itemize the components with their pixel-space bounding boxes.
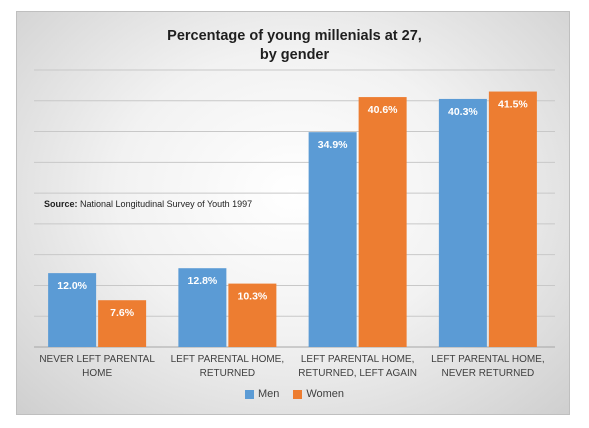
bar-women-0 (98, 300, 147, 347)
chart-title-line-1: Percentage of young millenials at 27, (167, 28, 422, 44)
category-label-0-line-0: NEVER LEFT PARENTAL (39, 354, 155, 365)
category-label-2-line-0: LEFT PARENTAL HOME, (301, 354, 415, 365)
source-label: Source: (44, 199, 78, 209)
category-label-0-line-1: HOME (82, 368, 112, 379)
bar-men-0 (48, 273, 97, 347)
data-label-men-3: 40.3% (448, 106, 478, 118)
legend-item-men: Men (244, 388, 280, 400)
bar-men-2 (308, 132, 357, 347)
legend-item-women: Women (293, 388, 344, 400)
data-label-men-0: 12.0% (57, 280, 87, 292)
data-label-women-3: 41.5% (498, 99, 528, 111)
bar-women-1 (228, 283, 277, 347)
data-label-women-0: 7.6% (110, 307, 135, 319)
bar-women-2 (358, 97, 407, 347)
category-label-1-line-0: LEFT PARENTAL HOME, (171, 354, 285, 365)
legend-label-women: Women (306, 388, 345, 400)
data-label-women-1: 10.3% (237, 291, 267, 303)
source-note: Source: National Longitudinal Survey of … (44, 199, 252, 209)
category-label-1-line-1: RETURNED (200, 368, 256, 379)
data-label-men-1: 12.8% (187, 275, 217, 287)
bar-men-3 (438, 98, 487, 347)
legend-swatch-men (244, 389, 254, 399)
bar-men-1 (178, 268, 227, 347)
chart-legend: Men Women (0, 388, 589, 400)
chart-title-line-2: by gender (259, 47, 330, 63)
category-label-3-line-1: NEVER RETURNED (441, 368, 534, 379)
source-text: National Longitudinal Survey of Youth 19… (80, 199, 253, 209)
data-label-women-2: 40.6% (368, 104, 398, 116)
bar-women-3 (488, 91, 537, 348)
data-label-men-2: 34.9% (318, 139, 348, 151)
legend-swatch-women (293, 389, 303, 399)
category-label-2-line-1: RETURNED, LEFT AGAIN (298, 368, 417, 379)
legend-label-men: Men (257, 388, 280, 400)
category-label-3-line-0: LEFT PARENTAL HOME, (431, 354, 545, 365)
